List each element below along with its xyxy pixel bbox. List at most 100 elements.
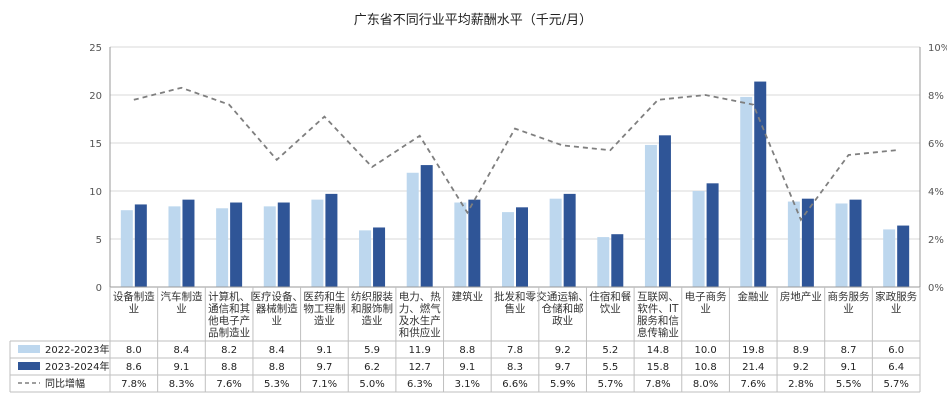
table-cell: 9.1 — [459, 362, 475, 373]
table-cell: 7.8% — [645, 379, 670, 390]
table-cell: 9.1 — [841, 362, 857, 373]
table-cell: 6.0 — [888, 345, 904, 356]
y-tick-label: 10 — [89, 187, 102, 198]
bar — [230, 202, 243, 287]
table-cell: 5.7% — [598, 379, 623, 390]
category-label-line: 力、燃气 — [399, 302, 441, 315]
y2-tick-label: 0% — [928, 283, 944, 294]
table-cell: 7.6% — [741, 379, 766, 390]
bar — [359, 230, 372, 287]
bar — [468, 199, 481, 287]
table-cell: 19.8 — [742, 345, 764, 356]
category-label: 建筑业 — [452, 290, 484, 303]
bar — [120, 210, 133, 287]
category-label-line: 造业 — [362, 314, 383, 327]
category-label-line: 器械制造 — [256, 302, 298, 315]
legend-label: 2023-2024年 — [45, 360, 110, 373]
table-cell: 8.0% — [693, 379, 718, 390]
y2-tick-label: 10% — [928, 43, 947, 54]
y-tick-label: 25 — [89, 43, 102, 54]
table-cell: 5.5% — [836, 379, 861, 390]
table-cell: 7.1% — [312, 379, 337, 390]
y-tick-label: 5 — [96, 235, 102, 246]
bar — [216, 208, 229, 287]
bar — [134, 204, 147, 287]
bar — [420, 165, 433, 287]
bar — [406, 172, 419, 287]
data-table: 2022-2023年 8.0 8.4 8.2 8.4 9.1 5.9 11.9 8.8 7.8 9.… — [9, 287, 921, 393]
legend-label: 同比增幅 — [45, 377, 85, 390]
table-cell: 8.8 — [269, 362, 285, 373]
legend-swatch — [18, 362, 40, 370]
table-cell: 7.8 — [507, 345, 523, 356]
table-cell: 6.4 — [888, 362, 904, 373]
category-label-line: 建筑业 — [452, 290, 484, 303]
category-label-line: 业 — [129, 303, 140, 315]
category-label-line: 他电子产 — [208, 314, 250, 327]
y2-tick-label: 4% — [928, 187, 944, 198]
bar — [611, 234, 624, 287]
bar — [740, 96, 753, 287]
table-cell: 8.8 — [221, 362, 237, 373]
category-label: 房地产业 — [780, 290, 822, 303]
category-label-line: 医疗设备、 — [251, 290, 304, 303]
bar — [883, 229, 896, 287]
table-cell: 8.4 — [174, 345, 190, 356]
bar — [516, 207, 528, 287]
table-cell: 3.1% — [455, 379, 480, 390]
bar — [644, 144, 657, 287]
table-cell: 10.0 — [694, 345, 716, 356]
table-cell: 8.3% — [169, 379, 194, 390]
table-row: 同比增幅 7.8% 8.3% 7.6% 5.3% 7.1% 5.0% 6.3% 3.1% 6.6%… — [18, 377, 909, 390]
category-label-line: 业 — [272, 315, 283, 327]
category-label-line: 品制造业 — [208, 326, 250, 339]
category-label-line: 商务服务 — [828, 290, 870, 303]
growth-line — [133, 86, 897, 222]
table-cell: 11.9 — [409, 345, 431, 356]
category-label-line: 通信和其 — [208, 303, 250, 315]
y2-tick-label: 2% — [928, 235, 944, 246]
table-cell: 8.4 — [269, 345, 285, 356]
category-label-line: 住宿和餐 — [589, 290, 631, 303]
bar — [373, 227, 386, 287]
table-cell: 9.7 — [555, 362, 571, 373]
table-cell: 9.7 — [316, 362, 332, 373]
table-cell: 10.8 — [694, 362, 716, 373]
table-cell: 5.5 — [602, 362, 618, 373]
table-cell: 7.6% — [216, 379, 241, 390]
category-label-line: 业 — [176, 303, 187, 315]
category-label-line: 家政服务 — [875, 290, 917, 303]
category-label-line: 和供应业 — [399, 326, 441, 339]
bar — [835, 203, 848, 287]
y2-tick-label: 8% — [928, 91, 944, 102]
category-label-line: 息传输业 — [637, 326, 679, 339]
chart-title: 广东省不同行业平均薪酬水平（千元/月） — [354, 13, 592, 28]
table-cell: 9.2 — [793, 362, 809, 373]
table-cell: 5.7% — [883, 379, 908, 390]
bar — [897, 225, 910, 287]
category-label-line: 互联网、 — [637, 291, 679, 303]
category-label-line: 电力、热 — [399, 290, 441, 303]
bar — [658, 135, 671, 287]
category-label-line: 售业 — [505, 302, 526, 315]
category-label-line: 饮业 — [600, 302, 621, 315]
category-label-line: 业 — [891, 303, 902, 315]
bar — [502, 212, 514, 287]
category-label-line: 纺织服装 — [351, 290, 393, 303]
bar — [325, 193, 338, 287]
table-cell: 6.2 — [364, 362, 380, 373]
gridlines — [110, 46, 920, 240]
table-cell: 5.2 — [602, 345, 618, 356]
